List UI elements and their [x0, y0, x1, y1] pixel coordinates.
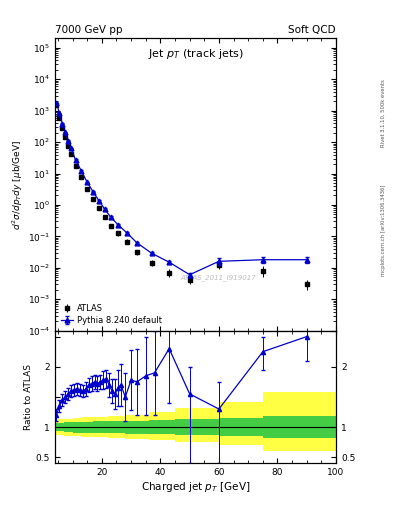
Text: Rivet 3.1.10, 500k events: Rivet 3.1.10, 500k events	[381, 79, 386, 146]
Text: Soft QCD: Soft QCD	[288, 25, 336, 35]
Text: 7000 GeV pp: 7000 GeV pp	[55, 25, 123, 35]
Y-axis label: Ratio to ATLAS: Ratio to ATLAS	[24, 364, 33, 430]
Y-axis label: $d^2\sigma/dp_{T}dy$ [$\mu$b/GeV]: $d^2\sigma/dp_{T}dy$ [$\mu$b/GeV]	[11, 139, 25, 229]
Text: ATLAS_2011_I919017: ATLAS_2011_I919017	[180, 274, 256, 282]
X-axis label: Charged jet $p_T$ [GeV]: Charged jet $p_T$ [GeV]	[141, 480, 250, 494]
Legend: ATLAS, Pythia 8.240 default: ATLAS, Pythia 8.240 default	[59, 303, 163, 326]
Text: Jet $p_T$ (track jets): Jet $p_T$ (track jets)	[147, 47, 244, 61]
Text: mcplots.cern.ch [arXiv:1306.3436]: mcplots.cern.ch [arXiv:1306.3436]	[381, 185, 386, 276]
